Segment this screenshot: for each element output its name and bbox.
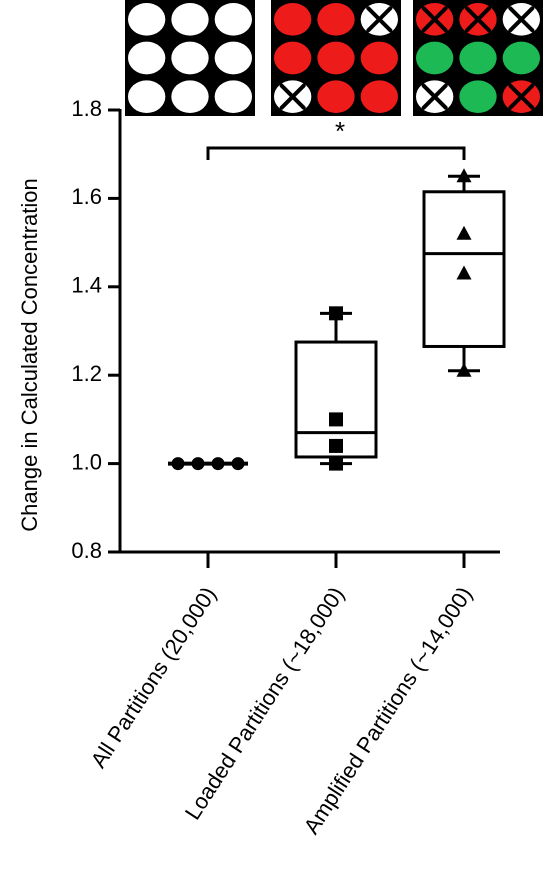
partition-cell-icon	[360, 41, 399, 75]
data-point	[329, 306, 343, 321]
significance-bracket: *	[206, 116, 466, 160]
partition-cell-icon	[214, 41, 252, 75]
partition-cell-icon	[128, 3, 166, 36]
partition-cell-icon	[317, 3, 355, 36]
data-point	[456, 362, 472, 377]
partition-icons	[125, 0, 543, 116]
x-mark-icon	[279, 83, 306, 110]
partition-cell-icon	[128, 41, 166, 75]
data-point	[456, 168, 472, 183]
partition-cell-icon	[128, 80, 166, 113]
data-point	[329, 438, 343, 453]
series-group	[294, 306, 378, 471]
x-mark-icon	[421, 6, 448, 33]
amplified-partitions-grid	[413, 0, 543, 116]
y-axis-label: Change in Calculated Concentration	[17, 178, 42, 531]
category-labels: All Partitions (20,000)Loaded Partitions…	[86, 582, 478, 838]
partition-cell-icon	[171, 41, 209, 75]
y-tick-label: 1.6	[71, 184, 102, 209]
x-mark-icon	[421, 83, 448, 110]
x-mark-icon	[508, 83, 535, 110]
data-point	[456, 225, 472, 240]
y-axis: 0.8 1.0 1.2 1.4 1.6 1.8	[71, 96, 500, 568]
plot-area: *	[168, 116, 506, 471]
y-tick-label: 1.0	[71, 449, 102, 474]
partition-cell-icon	[274, 41, 312, 75]
y-tick-label: 0.8	[71, 538, 102, 563]
partition-cell-icon	[416, 41, 454, 75]
x-mark-icon	[508, 6, 535, 33]
partition-cell-icon	[317, 41, 355, 75]
data-point	[171, 457, 185, 471]
data-point	[191, 457, 205, 471]
y-tick-label: 1.8	[71, 96, 102, 121]
category-label: All Partitions (20,000)	[86, 582, 222, 772]
x-mark-icon	[366, 6, 393, 33]
series-group	[168, 457, 248, 471]
data-point	[231, 457, 245, 471]
loaded-partitions-grid	[271, 0, 401, 116]
series-group	[422, 168, 506, 377]
partition-cell-icon	[171, 3, 209, 36]
partition-cell-icon	[459, 80, 497, 113]
partition-cell-icon	[360, 80, 399, 113]
partition-cell-icon	[171, 80, 209, 113]
x-mark-icon	[465, 6, 491, 33]
partition-cell-icon	[459, 41, 497, 75]
data-point	[456, 265, 472, 280]
all-partitions-grid	[125, 0, 255, 116]
bracket-line	[206, 146, 466, 160]
data-point	[329, 456, 343, 471]
significance-label: *	[335, 116, 345, 146]
iqr-box	[294, 340, 378, 459]
y-tick-label: 1.2	[71, 361, 102, 386]
partition-cell-icon	[317, 80, 355, 113]
partition-cell-icon	[502, 41, 540, 75]
y-tick-label: 1.4	[71, 273, 102, 298]
partition-cell-icon	[274, 3, 312, 36]
partition-cell-icon	[214, 80, 252, 113]
partition-cell-icon	[214, 3, 252, 36]
data-point	[329, 412, 343, 427]
data-point	[211, 457, 225, 471]
